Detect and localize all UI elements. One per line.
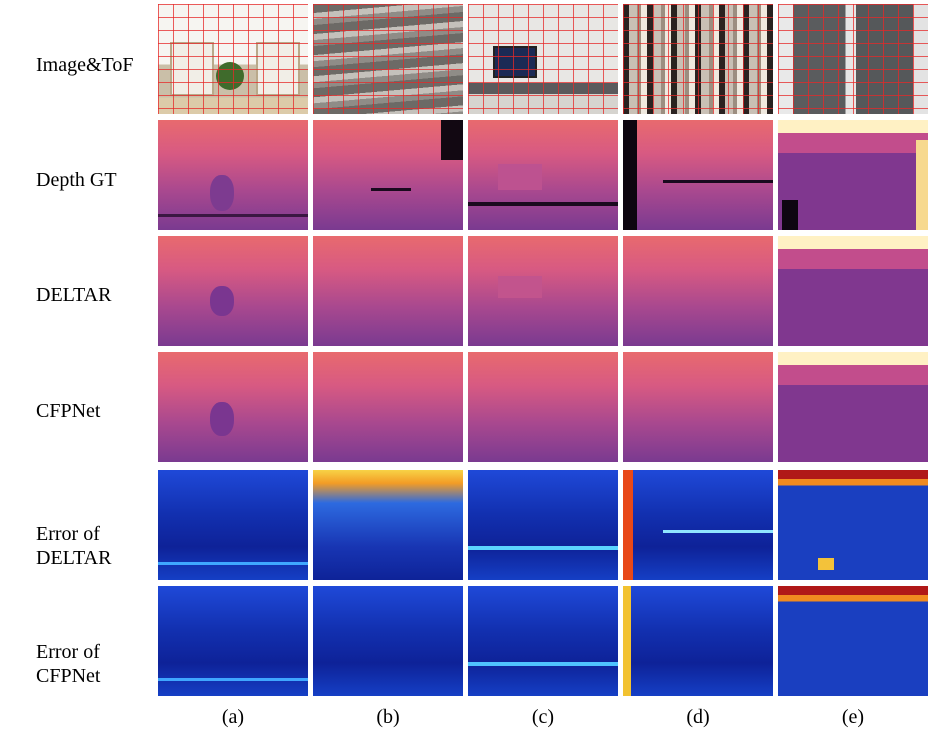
panel-d-deltar — [623, 236, 773, 346]
row-label-image-tof: Image&ToF — [36, 54, 134, 76]
panel-e-error-cfpnet — [778, 586, 928, 696]
panel-b-deltar — [313, 236, 463, 346]
panel-c-rgb-tof — [468, 4, 618, 114]
panel-b-error-cfpnet — [313, 586, 463, 696]
panel-e-rgb-tof — [778, 4, 928, 114]
panel-c-deltar — [468, 236, 618, 346]
column-label-e: (e) — [841, 706, 865, 728]
panel-b-rgb-tof — [313, 4, 463, 114]
panel-a-error-cfpnet — [158, 586, 308, 696]
panel-a-deltar — [158, 236, 308, 346]
panel-e-deltar — [778, 236, 928, 346]
row-label-deltar: DELTAR — [36, 284, 112, 306]
row-label-depth-gt: Depth GT — [36, 169, 117, 191]
column-label-c: (c) — [531, 706, 555, 728]
panel-a-depth-gt — [158, 120, 308, 230]
panel-e-depth-gt — [778, 120, 928, 230]
panel-d-rgb-tof — [623, 4, 773, 114]
panel-d-error-cfpnet — [623, 586, 773, 696]
panel-b-error-deltar — [313, 470, 463, 580]
column-label-a: (a) — [221, 706, 245, 728]
panel-c-error-cfpnet — [468, 586, 618, 696]
panel-d-cfpnet — [623, 352, 773, 462]
row-label-cfpnet: CFPNet — [36, 400, 101, 422]
panel-d-error-deltar — [623, 470, 773, 580]
panel-b-cfpnet — [313, 352, 463, 462]
row-label-error-cfpnet: Error of CFPNet — [36, 641, 101, 687]
panel-b-depth-gt — [313, 120, 463, 230]
panel-a-cfpnet — [158, 352, 308, 462]
panel-a-error-deltar — [158, 470, 308, 580]
panel-e-cfpnet — [778, 352, 928, 462]
panel-c-error-deltar — [468, 470, 618, 580]
panel-d-depth-gt — [623, 120, 773, 230]
row-label-error-deltar: Error of DELTAR — [36, 523, 112, 569]
panel-e-error-deltar — [778, 470, 928, 580]
column-label-b: (b) — [376, 706, 400, 728]
panel-c-depth-gt — [468, 120, 618, 230]
panel-a-rgb-tof — [158, 4, 308, 114]
column-label-d: (d) — [686, 706, 710, 728]
panel-c-cfpnet — [468, 352, 618, 462]
